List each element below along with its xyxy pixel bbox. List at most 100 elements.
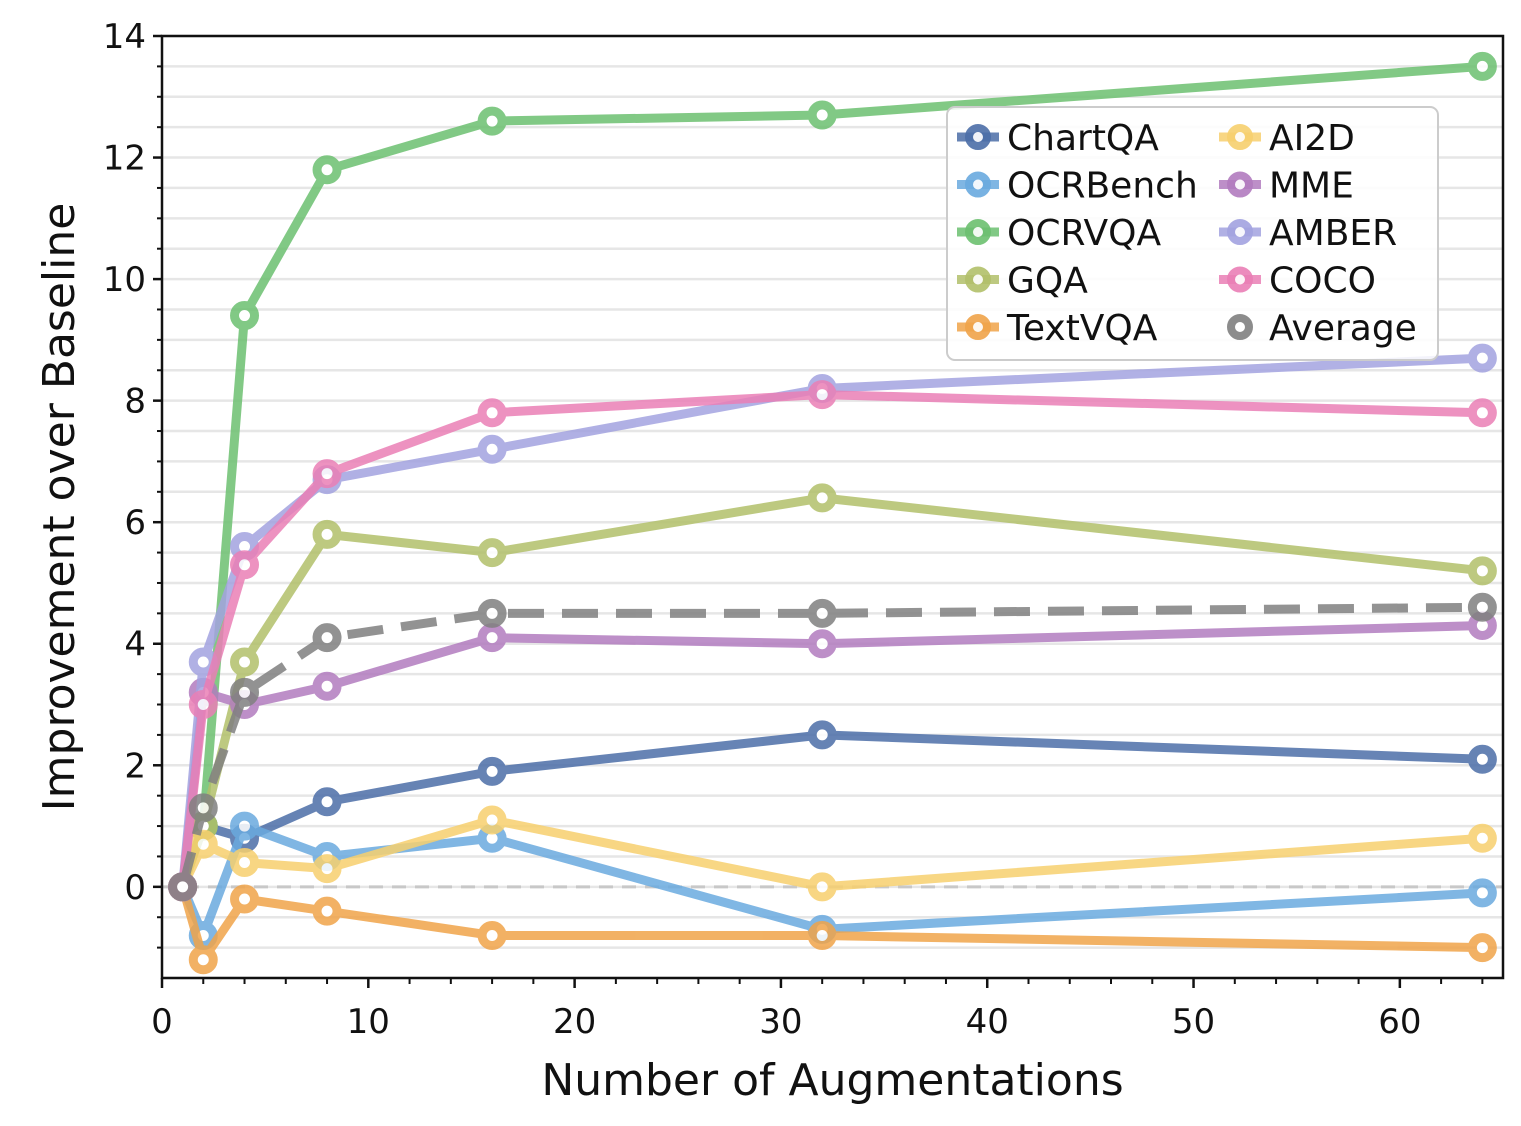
series-average — [168, 592, 1497, 902]
legend-box — [946, 106, 1439, 361]
x-tick-label: 60 — [1378, 1002, 1421, 1042]
legend-label: OCRVQA — [1007, 213, 1161, 254]
legend-item: COCO — [1219, 261, 1376, 302]
data-point — [230, 677, 260, 707]
series-coco — [168, 380, 1497, 902]
legend-label: MME — [1269, 166, 1354, 207]
legend-item: MME — [1219, 166, 1354, 207]
data-point — [1467, 51, 1497, 81]
data-point — [807, 483, 837, 513]
legend-label: Average — [1269, 308, 1417, 349]
y-tick-label: 6 — [124, 503, 146, 543]
data-point — [1467, 398, 1497, 428]
data-point — [477, 756, 507, 786]
data-point — [477, 434, 507, 464]
data-point — [477, 106, 507, 136]
legend-item: OCRVQA — [957, 213, 1161, 254]
x-tick-label: 40 — [966, 1002, 1009, 1042]
series-gqa — [168, 483, 1497, 902]
data-point — [312, 155, 342, 185]
series-ai2d — [168, 805, 1497, 902]
legend-item: AI2D — [1219, 118, 1355, 159]
legend-label: AI2D — [1269, 118, 1355, 159]
legend-label: GQA — [1007, 261, 1088, 302]
legend-marker — [1227, 314, 1253, 340]
data-point — [807, 629, 837, 659]
legend-marker — [965, 124, 991, 150]
data-point — [477, 538, 507, 568]
legend-item: GQA — [957, 261, 1088, 302]
y-tick-label: 4 — [124, 625, 146, 665]
y-tick-label: 2 — [124, 746, 146, 786]
legend-item: AMBER — [1219, 213, 1397, 254]
data-point — [477, 598, 507, 628]
data-point — [807, 920, 837, 950]
legend-marker — [965, 266, 991, 293]
series-line — [178, 730, 1483, 889]
legend-marker — [965, 219, 991, 245]
series-layer — [168, 51, 1497, 975]
legend-marker — [965, 314, 991, 340]
data-point — [188, 945, 218, 975]
legend-marker — [1227, 266, 1253, 293]
legend-label: ChartQA — [1007, 118, 1159, 159]
legend-label: AMBER — [1269, 213, 1397, 254]
data-point — [1467, 878, 1497, 908]
y-tick-label: 14 — [103, 17, 146, 57]
data-point — [312, 459, 342, 489]
series-line — [178, 493, 1483, 889]
data-point — [312, 787, 342, 817]
x-tick-label: 50 — [1172, 1002, 1215, 1042]
data-point — [230, 647, 260, 677]
y-tick-label: 8 — [124, 382, 146, 422]
data-point — [477, 805, 507, 835]
data-point — [1467, 744, 1497, 774]
data-point — [230, 550, 260, 580]
data-point — [1467, 823, 1497, 853]
data-point — [807, 598, 837, 628]
y-axis-title: Improvement over Baseline — [34, 203, 85, 812]
data-point — [477, 623, 507, 653]
legend-label: OCRBench — [1007, 166, 1198, 207]
legend-marker — [1227, 124, 1253, 150]
data-point — [1467, 343, 1497, 373]
axes: 0 2 4 6 8 10 12 14 0 10 20 30 40 50 60 — [103, 17, 1484, 1042]
legend-label: COCO — [1269, 261, 1376, 302]
x-axis-title: Number of Augmentations — [541, 1055, 1123, 1106]
data-point — [230, 884, 260, 914]
plot-frame — [160, 34, 1505, 980]
data-point — [188, 793, 218, 823]
data-point — [312, 854, 342, 884]
data-point — [477, 398, 507, 428]
data-point — [188, 829, 218, 859]
data-point — [807, 720, 837, 750]
x-tick-label: 10 — [347, 1002, 390, 1042]
data-point — [807, 100, 837, 130]
y-tick-label: 10 — [103, 260, 146, 300]
legend-label: TextVQA — [1006, 308, 1158, 349]
x-tick-label: 20 — [553, 1002, 596, 1042]
legend-marker — [965, 171, 991, 198]
legend: ChartQA OCRBench OCRVQA GQA TextVQA AI2D MME AM… — [946, 106, 1439, 361]
data-point — [168, 872, 198, 902]
x-tick-label: 0 — [151, 1002, 173, 1042]
x-tick-label: 30 — [759, 1002, 802, 1042]
data-point — [477, 920, 507, 950]
data-point — [807, 380, 837, 410]
data-point — [312, 519, 342, 549]
legend-item: ChartQA — [957, 118, 1159, 159]
legend-item: TextVQA — [957, 308, 1158, 349]
data-point — [1467, 592, 1497, 622]
legend-item: OCRBench — [957, 166, 1198, 207]
data-point — [188, 690, 218, 720]
legend-marker — [1227, 219, 1253, 245]
data-point — [230, 811, 260, 841]
data-point — [1467, 556, 1497, 586]
y-tick-label: 12 — [103, 139, 146, 179]
legend-marker — [1227, 171, 1253, 198]
data-point — [312, 896, 342, 926]
data-point — [312, 671, 342, 701]
y-tick-label: 0 — [124, 868, 146, 908]
data-point — [1467, 933, 1497, 963]
